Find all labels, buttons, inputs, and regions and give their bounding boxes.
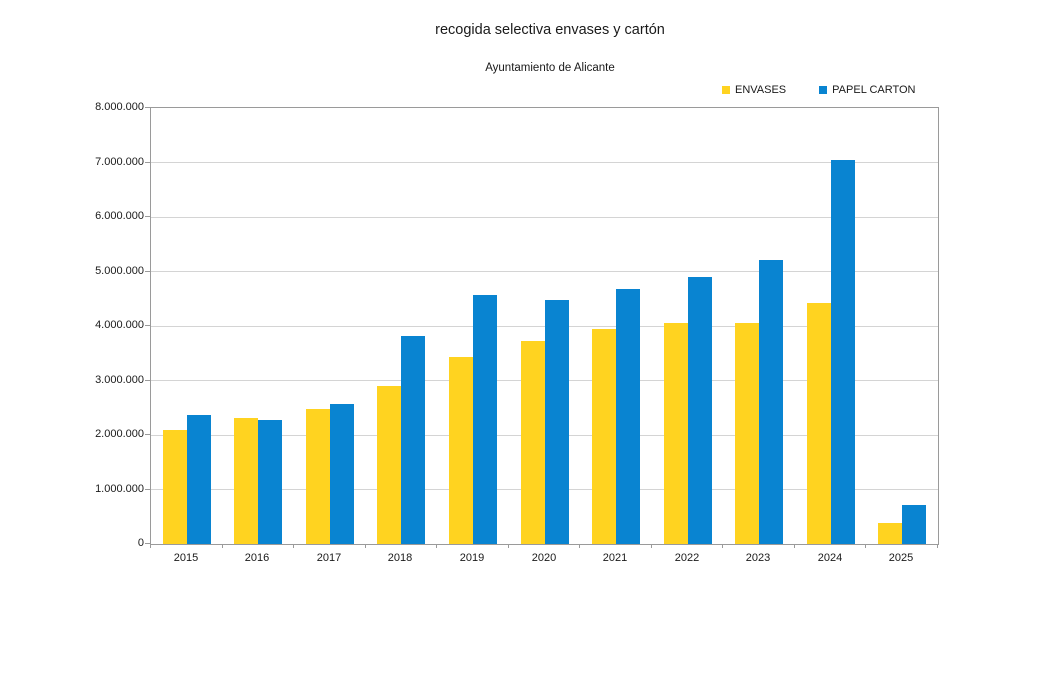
bar-papel-carton-2021 — [616, 289, 640, 544]
x-axis-tick — [579, 544, 580, 548]
bar-papel-carton-2019 — [473, 295, 497, 544]
x-axis-label: 2022 — [674, 552, 700, 564]
bar-papel-carton-2022 — [688, 277, 712, 544]
chart-subtitle: Ayuntamiento de Alicante — [485, 62, 615, 74]
gridline — [151, 216, 938, 218]
legend-label-papel-carton: PAPEL CARTON — [832, 84, 916, 96]
bar-papel-carton-2024 — [831, 160, 855, 544]
plot-area — [150, 107, 939, 545]
y-axis-tick — [145, 379, 150, 381]
y-axis-tick — [145, 107, 150, 108]
x-axis-label: 2021 — [602, 552, 628, 564]
bar-papel-carton-2020 — [545, 300, 569, 544]
bar-envases-2021 — [592, 329, 616, 544]
legend-label-envases: ENVASES — [735, 84, 787, 96]
bar-envases-2015 — [163, 430, 187, 544]
x-axis-label: 2017 — [316, 552, 342, 564]
x-axis-tick — [937, 544, 938, 548]
bar-papel-carton-2018 — [401, 336, 425, 544]
chart-title: recogida selectiva envases y cartón — [435, 22, 665, 38]
x-axis-label: 2019 — [459, 552, 485, 564]
y-axis-label: 3.000.000 — [95, 373, 144, 386]
bar-papel-carton-2023 — [759, 260, 783, 544]
y-axis-tick — [145, 434, 150, 435]
gridline — [151, 271, 938, 272]
x-axis-label: 2018 — [387, 552, 413, 564]
x-axis-tick — [436, 544, 437, 548]
bar-envases-2020 — [521, 341, 545, 544]
legend: ENVASES PAPEL CARTON — [722, 84, 916, 96]
y-axis-tick — [145, 488, 150, 490]
bar-envases-2023 — [735, 323, 759, 544]
y-axis-tick — [145, 543, 150, 544]
x-axis-label: 2016 — [244, 552, 270, 564]
x-axis-tick — [293, 544, 294, 548]
legend-swatch-envases-icon — [722, 86, 730, 94]
bar-envases-2018 — [377, 386, 401, 544]
bar-envases-2022 — [664, 323, 688, 544]
legend-item-papel-carton: PAPEL CARTON — [819, 84, 916, 96]
x-axis-tick — [722, 544, 723, 548]
x-axis-tick — [651, 544, 652, 548]
x-axis-label: 2020 — [531, 552, 557, 564]
bar-papel-carton-2025 — [902, 505, 926, 544]
y-axis-tick — [145, 325, 150, 326]
x-axis-label: 2015 — [173, 552, 199, 564]
y-axis-label: 7.000.000 — [95, 155, 144, 168]
legend-item-envases: ENVASES — [722, 84, 786, 96]
gridline — [151, 162, 938, 163]
bar-envases-2019 — [449, 357, 473, 544]
bar-envases-2016 — [234, 418, 258, 544]
bar-papel-carton-2016 — [258, 420, 282, 544]
y-axis-label: 1.000.000 — [95, 482, 144, 495]
y-axis-tick — [145, 270, 150, 272]
y-axis-label: 0 — [137, 537, 144, 549]
bar-papel-carton-2015 — [187, 415, 211, 544]
x-axis-label: 2024 — [817, 552, 843, 564]
bar-envases-2017 — [306, 409, 330, 544]
x-axis-tick — [508, 544, 509, 548]
y-axis-label: 6.000.000 — [95, 210, 144, 222]
y-axis-label: 5.000.000 — [95, 264, 144, 277]
x-axis-tick — [794, 544, 795, 548]
bar-envases-2024 — [807, 303, 831, 544]
legend-swatch-papel-carton-icon — [819, 86, 828, 94]
bar-envases-2025 — [878, 523, 902, 544]
y-axis-tick — [145, 216, 150, 217]
x-axis-tick — [150, 544, 151, 548]
y-axis-label: 4.000.000 — [95, 319, 144, 331]
gridline — [151, 325, 938, 327]
y-axis-label: 2.000.000 — [95, 428, 144, 440]
x-axis-label: 2025 — [888, 552, 914, 564]
x-axis-label: 2023 — [745, 552, 771, 564]
y-axis-label: 8.000.000 — [95, 101, 144, 113]
x-axis-tick — [865, 544, 866, 548]
y-axis-tick — [145, 161, 150, 163]
x-axis-tick — [365, 544, 366, 548]
bar-papel-carton-2017 — [330, 404, 354, 544]
x-axis-tick — [222, 544, 223, 548]
